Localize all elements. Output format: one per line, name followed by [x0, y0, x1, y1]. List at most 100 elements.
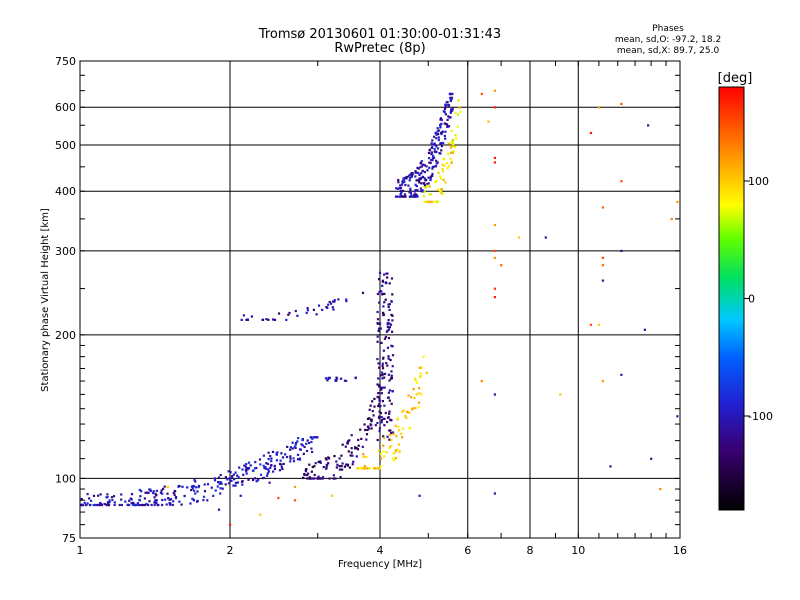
x-axis-label: Frequency [MHz]	[338, 559, 422, 570]
data-point	[436, 127, 439, 130]
data-point	[385, 282, 388, 285]
data-point	[381, 400, 384, 403]
data-point	[292, 457, 295, 460]
stats-o-line: mean, sd,O: -97.2, 18.2	[614, 35, 722, 45]
data-point	[377, 404, 380, 408]
data-point	[202, 499, 205, 502]
x-tick-label: 10	[571, 544, 585, 557]
data-point	[443, 134, 446, 137]
data-point	[169, 498, 173, 501]
data-point	[405, 176, 408, 179]
data-point	[395, 435, 398, 438]
data-point	[436, 130, 439, 133]
data-point	[203, 483, 206, 486]
data-point	[403, 176, 406, 180]
data-point	[411, 173, 414, 176]
data-point	[266, 474, 269, 477]
data-point	[296, 453, 300, 456]
data-point	[458, 106, 461, 109]
data-point	[388, 322, 391, 325]
data-point	[439, 125, 442, 128]
data-point	[224, 483, 227, 486]
data-point	[172, 500, 175, 503]
data-point	[601, 206, 604, 209]
data-point	[106, 502, 109, 505]
data-point	[278, 469, 281, 472]
y-tick-label: 100	[55, 472, 76, 485]
data-point	[450, 141, 453, 144]
data-point	[243, 464, 246, 467]
data-point	[96, 503, 99, 507]
data-point	[435, 159, 438, 162]
data-point	[174, 496, 178, 499]
data-point	[423, 191, 426, 194]
data-point	[383, 455, 386, 458]
data-point	[433, 142, 436, 145]
data-point	[398, 187, 401, 190]
data-point	[399, 186, 403, 190]
data-point	[415, 185, 418, 188]
data-point	[128, 499, 131, 502]
data-point	[255, 480, 258, 483]
data-point	[428, 193, 431, 196]
data-point	[155, 494, 158, 497]
data-point	[245, 318, 248, 321]
data-point	[442, 178, 445, 181]
data-point	[335, 460, 338, 463]
data-point	[351, 463, 354, 466]
x-tick-label: 8	[527, 544, 534, 557]
data-point	[370, 418, 373, 421]
data-point	[196, 500, 199, 503]
data-point	[111, 498, 114, 502]
data-point	[327, 303, 330, 306]
data-point	[409, 189, 412, 192]
data-point	[420, 160, 423, 163]
data-point	[320, 477, 323, 480]
data-point	[333, 455, 336, 458]
data-point	[400, 183, 403, 186]
data-point	[168, 498, 171, 501]
data-point	[297, 437, 300, 440]
data-point	[380, 290, 383, 293]
data-point	[136, 502, 139, 505]
data-point	[354, 376, 357, 380]
data-point	[259, 513, 262, 516]
data-point	[364, 428, 367, 432]
data-point	[344, 445, 347, 448]
data-point	[440, 191, 443, 195]
data-point	[399, 184, 402, 187]
data-point	[206, 483, 210, 486]
data-point	[423, 177, 426, 180]
data-point	[370, 420, 373, 423]
data-point	[284, 453, 287, 456]
data-point	[377, 396, 380, 399]
data-point	[381, 292, 384, 295]
data-point	[240, 480, 244, 483]
data-point	[171, 503, 174, 507]
data-point	[382, 349, 385, 352]
data-point	[449, 111, 452, 114]
data-point	[232, 473, 235, 476]
data-point	[314, 462, 317, 465]
data-point	[155, 502, 158, 505]
data-point	[379, 386, 382, 389]
data-point	[410, 396, 413, 399]
data-point	[161, 503, 164, 507]
data-point	[338, 457, 341, 460]
data-point	[383, 404, 386, 407]
data-point	[244, 465, 247, 468]
data-point	[293, 445, 296, 449]
data-point	[386, 321, 389, 325]
data-point	[419, 166, 422, 169]
data-point	[288, 311, 291, 315]
data-point	[444, 113, 447, 116]
data-point	[167, 497, 170, 500]
data-point	[350, 447, 353, 450]
data-point	[395, 187, 398, 190]
data-point	[368, 408, 371, 411]
data-point	[388, 438, 391, 441]
data-point	[145, 502, 148, 506]
data-point	[391, 390, 394, 393]
data-point	[126, 503, 129, 506]
data-point	[386, 346, 390, 349]
